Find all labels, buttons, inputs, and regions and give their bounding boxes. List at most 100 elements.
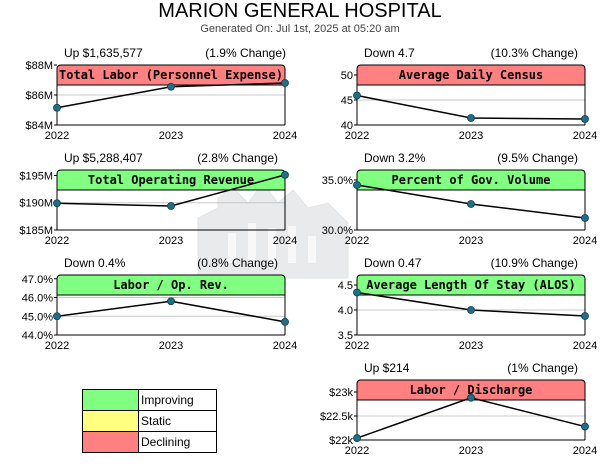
x-tick-label: 2024 bbox=[573, 340, 597, 352]
kpi-panel-total-operating-revenue: Up $5,288,407 (2.8% Change) Total Operat… bbox=[0, 151, 300, 255]
y-tick-label: 50 bbox=[341, 70, 353, 82]
kpi-title: Total Operating Revenue bbox=[88, 173, 254, 187]
y-tick-label: 45.0% bbox=[22, 311, 53, 323]
line-chart: Total Operating Revenue $185M $190M $195M 20… bbox=[19, 169, 297, 247]
data-point bbox=[467, 393, 475, 402]
y-tick-label: $84M bbox=[25, 120, 53, 132]
y-tick-label: 30.0% bbox=[322, 225, 353, 237]
y-tick-label: 4.5 bbox=[338, 280, 353, 292]
x-tick-label: 2024 bbox=[273, 340, 297, 352]
y-tick-label: 40 bbox=[341, 120, 353, 132]
x-tick-label: 2023 bbox=[459, 340, 483, 352]
summary-change-amount: Up $5,288,407 bbox=[64, 151, 143, 165]
y-tick-label: $190M bbox=[19, 198, 53, 210]
legend-row-declining: Declining bbox=[82, 431, 217, 453]
summary-change-amount: Up $214 bbox=[364, 361, 410, 375]
line-chart: Percent of Gov. Volume 30.0% 35.0% 2022 2023… bbox=[322, 169, 597, 247]
y-tick-label: 45 bbox=[341, 95, 353, 107]
kpi-panel-labor-per-discharge: Up $214 (1% Change) Labor / Discharge $22… bbox=[300, 361, 600, 465]
data-point bbox=[167, 82, 175, 91]
y-tick-label: $22k bbox=[329, 435, 353, 447]
data-point bbox=[167, 297, 175, 306]
y-tick-label: $23k bbox=[329, 387, 353, 399]
data-point bbox=[581, 214, 589, 222]
summary-change-amount: Down 0.4% bbox=[64, 256, 126, 270]
legend-swatch-static bbox=[82, 410, 139, 432]
data-point bbox=[353, 91, 361, 100]
y-tick-label: 4.0 bbox=[338, 305, 353, 317]
legend-swatch-declining bbox=[82, 431, 139, 453]
line-chart: Average Length Of Stay (ALOS) 3.5 4.0 4.5 20… bbox=[338, 274, 597, 352]
legend-label: Declining bbox=[138, 431, 217, 453]
line-chart: Labor / Discharge $22k $22.5k $23k 2022 2023 2… bbox=[320, 379, 597, 457]
x-tick-label: 2023 bbox=[459, 235, 483, 247]
line-chart: Average Daily Census 40 45 50 2022 2023 2024 bbox=[341, 64, 597, 142]
x-tick-label: 2022 bbox=[345, 445, 369, 457]
x-tick-label: 2023 bbox=[159, 340, 183, 352]
x-tick-label: 2024 bbox=[273, 235, 297, 247]
summary-change-amount: Down 4.7 bbox=[364, 46, 415, 60]
summary-change-amount: Up $1,635,577 bbox=[64, 46, 143, 60]
kpi-title: Total Labor (Personnel Expense) bbox=[59, 68, 283, 82]
legend-row-static: Static bbox=[82, 410, 217, 432]
kpi-header-band bbox=[356, 274, 586, 296]
x-tick-label: 2022 bbox=[345, 340, 369, 352]
x-tick-label: 2024 bbox=[573, 445, 597, 457]
data-point bbox=[281, 317, 289, 326]
kpi-title: Average Daily Census bbox=[399, 68, 544, 82]
data-point bbox=[467, 200, 475, 208]
x-tick-label: 2023 bbox=[459, 445, 483, 457]
data-point bbox=[53, 312, 61, 321]
x-tick-label: 2022 bbox=[345, 130, 369, 142]
x-tick-label: 2022 bbox=[45, 340, 69, 352]
legend-label: Improving bbox=[138, 389, 217, 411]
data-point bbox=[353, 434, 361, 442]
data-point bbox=[281, 171, 289, 179]
x-tick-label: 2022 bbox=[345, 235, 369, 247]
kpi-panel-average-daily-census: Down 4.7 (10.3% Change) Average Daily Ce… bbox=[300, 46, 600, 150]
kpi-panel-labor-op-rev: Down 0.4% (0.8% Change) Labor / Op. Rev.… bbox=[0, 256, 300, 360]
kpi-panel-total-labor: Up $1,635,577 (1.9% Change) Total Labor … bbox=[0, 46, 300, 150]
kpi-header-band bbox=[356, 379, 586, 401]
y-tick-label: $195M bbox=[19, 170, 53, 182]
kpi-header-band bbox=[56, 274, 286, 296]
y-tick-label: 35.0% bbox=[322, 175, 353, 187]
kpi-panel-percent-gov-volume: Down 3.2% (9.5% Change) Percent of Gov. … bbox=[300, 151, 600, 255]
summary-change-percent: (1.9% Change) bbox=[205, 46, 286, 60]
data-point bbox=[353, 181, 361, 189]
x-tick-label: 2023 bbox=[459, 130, 483, 142]
x-tick-label: 2024 bbox=[573, 130, 597, 142]
summary-change-percent: (9.5% Change) bbox=[497, 151, 578, 165]
summary-change-amount: Down 0.47 bbox=[364, 256, 422, 270]
summary-change-amount: Down 3.2% bbox=[364, 151, 426, 165]
data-point bbox=[53, 103, 61, 112]
data-point bbox=[53, 199, 61, 208]
x-tick-label: 2024 bbox=[573, 235, 597, 247]
summary-change-percent: (10.9% Change) bbox=[490, 256, 578, 270]
x-tick-label: 2022 bbox=[45, 130, 69, 142]
data-point bbox=[353, 288, 361, 297]
summary-change-percent: (1% Change) bbox=[507, 361, 578, 375]
kpi-title: Labor / Op. Rev. bbox=[113, 278, 229, 292]
data-point bbox=[581, 312, 589, 320]
y-tick-label: $86M bbox=[25, 90, 53, 102]
data-point bbox=[581, 422, 589, 431]
data-point bbox=[281, 79, 289, 87]
y-tick-label: $185M bbox=[19, 225, 53, 237]
status-legend: Improving Static Declining bbox=[82, 389, 217, 453]
legend-swatch-improving bbox=[82, 389, 139, 411]
summary-change-percent: (2.8% Change) bbox=[197, 151, 278, 165]
kpi-title: Labor / Discharge bbox=[410, 383, 533, 397]
summary-change-percent: (0.8% Change) bbox=[197, 256, 278, 270]
data-point bbox=[581, 115, 589, 123]
kpi-title: Percent of Gov. Volume bbox=[392, 173, 551, 187]
x-tick-label: 2023 bbox=[159, 235, 183, 247]
data-point bbox=[467, 114, 475, 122]
x-tick-label: 2022 bbox=[45, 235, 69, 247]
kpi-panel-average-length-of-stay: Down 0.47 (10.9% Change) Average Length … bbox=[300, 256, 600, 360]
summary-change-percent: (10.3% Change) bbox=[490, 46, 578, 60]
line-chart: Total Labor (Personnel Expense) $84M $86M $… bbox=[25, 60, 297, 142]
line-chart: Labor / Op. Rev. 44.0% 45.0% 46.0% 47.0% 2022… bbox=[22, 274, 297, 352]
data-point bbox=[167, 202, 175, 210]
x-tick-label: 2023 bbox=[159, 130, 183, 142]
